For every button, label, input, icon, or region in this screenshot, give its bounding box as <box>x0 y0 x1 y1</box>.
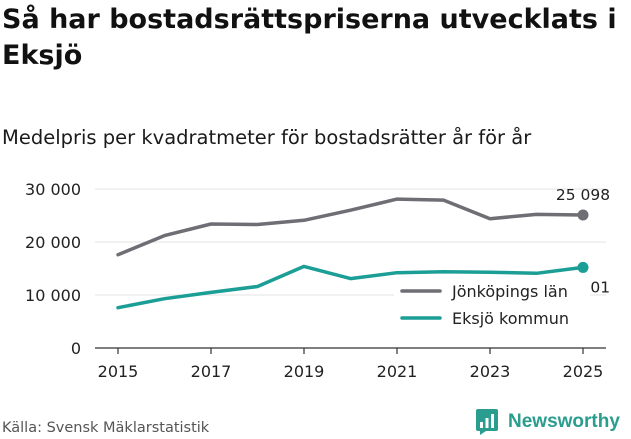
end-value-label: 25 098 <box>556 186 610 204</box>
y-tick-label: 0 <box>71 339 81 358</box>
x-tick-label: 2015 <box>98 362 139 381</box>
series-lines <box>116 197 589 310</box>
series-end-point <box>577 209 589 221</box>
y-axis-tick-labels: 0 10 000 20 000 30 000 <box>25 180 81 358</box>
brand-name: Newsworthy <box>508 411 620 432</box>
x-axis: 2015 2017 2019 2021 2023 2025 <box>95 347 606 381</box>
brand-logo: Newsworthy <box>476 409 620 435</box>
legend: Jönköpings län Eksjö kommun <box>394 275 590 335</box>
chart-subtitle: Medelpris per kvadratmeter för bostadsrä… <box>2 126 532 149</box>
x-tick-label: 2025 <box>563 362 604 381</box>
y-tick-label: 10 000 <box>25 286 81 305</box>
y-tick-label: 20 000 <box>25 233 81 252</box>
line-chart: 0 10 000 20 000 30 000 2015 2017 2019 2021 2023… <box>25 180 610 381</box>
chart-title: Så har bostadsrättspriserna utvecklats i… <box>2 4 617 71</box>
x-tick-label: 2017 <box>191 362 232 381</box>
legend-label: Eksjö kommun <box>452 309 569 328</box>
newsworthy-logo-icon <box>476 409 498 435</box>
y-tick-label: 30 000 <box>25 180 81 199</box>
series-end-point <box>577 261 589 273</box>
series-line <box>116 264 585 310</box>
legend-label: Jönköpings län <box>451 282 568 301</box>
x-tick-label: 2019 <box>284 362 325 381</box>
x-tick-label: 2023 <box>470 362 511 381</box>
series-line <box>116 197 585 257</box>
legend-background <box>394 275 590 335</box>
x-tick-label: 2021 <box>377 362 418 381</box>
source-note: Källa: Svensk Mäklarstatistik <box>2 420 210 436</box>
